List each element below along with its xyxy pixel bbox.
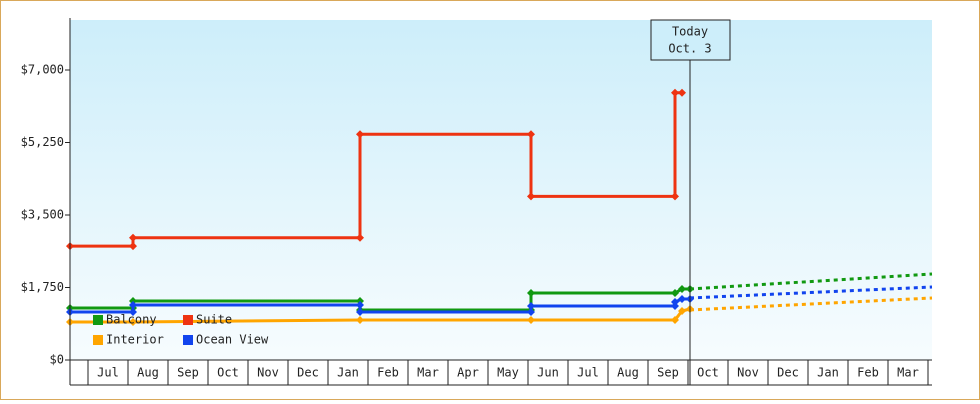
- point: [356, 315, 364, 324]
- today-title: Today: [672, 25, 708, 39]
- point: [527, 315, 535, 324]
- point: [678, 284, 686, 293]
- series-line: [70, 91, 682, 248]
- x-tick-label: Feb: [377, 366, 399, 380]
- y-tick-label: $3,500: [21, 208, 64, 222]
- x-tick-label: Mar: [897, 366, 919, 380]
- point: [527, 302, 535, 311]
- legend-swatch: [183, 335, 193, 345]
- forecast-line: [689, 296, 933, 312]
- point: [671, 302, 679, 311]
- legend-swatch: [93, 335, 103, 345]
- x-tick-label: Feb: [857, 366, 879, 380]
- x-tick-label: Aug: [137, 366, 159, 380]
- x-tick-label: Jan: [337, 366, 359, 380]
- point: [356, 300, 364, 309]
- point: [671, 315, 679, 324]
- point: [356, 233, 364, 242]
- x-tick-label: Sep: [657, 366, 679, 380]
- point: [129, 300, 137, 309]
- point: [678, 295, 686, 304]
- legend-swatch: [93, 315, 103, 325]
- legend-label: Ocean View: [196, 333, 269, 347]
- plot-area: [70, 20, 932, 360]
- x-tick-label: Apr: [457, 366, 479, 380]
- legend-label: Interior: [106, 333, 164, 347]
- y-tick-label: $7,000: [21, 63, 64, 77]
- today-date: Oct. 3: [668, 42, 711, 56]
- x-tick-label: Mar: [417, 366, 439, 380]
- x-tick-label: May: [497, 366, 519, 380]
- point: [527, 307, 535, 316]
- legend-swatch: [183, 315, 193, 325]
- point: [671, 192, 679, 201]
- x-tick-label: Jun: [537, 366, 559, 380]
- point: [671, 289, 679, 298]
- point: [527, 192, 535, 201]
- point: [129, 318, 137, 327]
- point: [356, 130, 364, 139]
- x-tick-label: Oct: [697, 366, 719, 380]
- point: [527, 130, 535, 139]
- x-tick-label: Jul: [97, 366, 119, 380]
- forecast-line: [689, 285, 933, 300]
- point: [671, 298, 679, 307]
- y-tick-label: $5,250: [21, 135, 64, 149]
- x-tick-label: Dec: [777, 366, 799, 380]
- x-tick-label: Dec: [297, 366, 319, 380]
- x-tick-label: Jul: [577, 366, 599, 380]
- point: [356, 307, 364, 316]
- x-tick-label: Nov: [257, 366, 279, 380]
- point: [129, 233, 137, 242]
- x-tick-label: Jan: [817, 366, 839, 380]
- y-tick-label: $1,750: [21, 280, 64, 294]
- point: [678, 88, 686, 97]
- x-tick-label: Oct: [217, 366, 239, 380]
- point: [671, 88, 679, 97]
- forecast-line: [689, 272, 933, 291]
- point: [527, 289, 535, 298]
- point: [129, 242, 137, 251]
- x-tick-label: Nov: [737, 366, 759, 380]
- legend-label: Suite: [196, 313, 232, 327]
- today-box: [650, 19, 731, 61]
- legend-label: Balcony: [106, 313, 157, 327]
- x-tick-label: Sep: [177, 366, 199, 380]
- point: [678, 306, 686, 315]
- y-tick-label: $0: [50, 353, 64, 367]
- point: [129, 307, 137, 316]
- x-tick-label: Aug: [617, 366, 639, 380]
